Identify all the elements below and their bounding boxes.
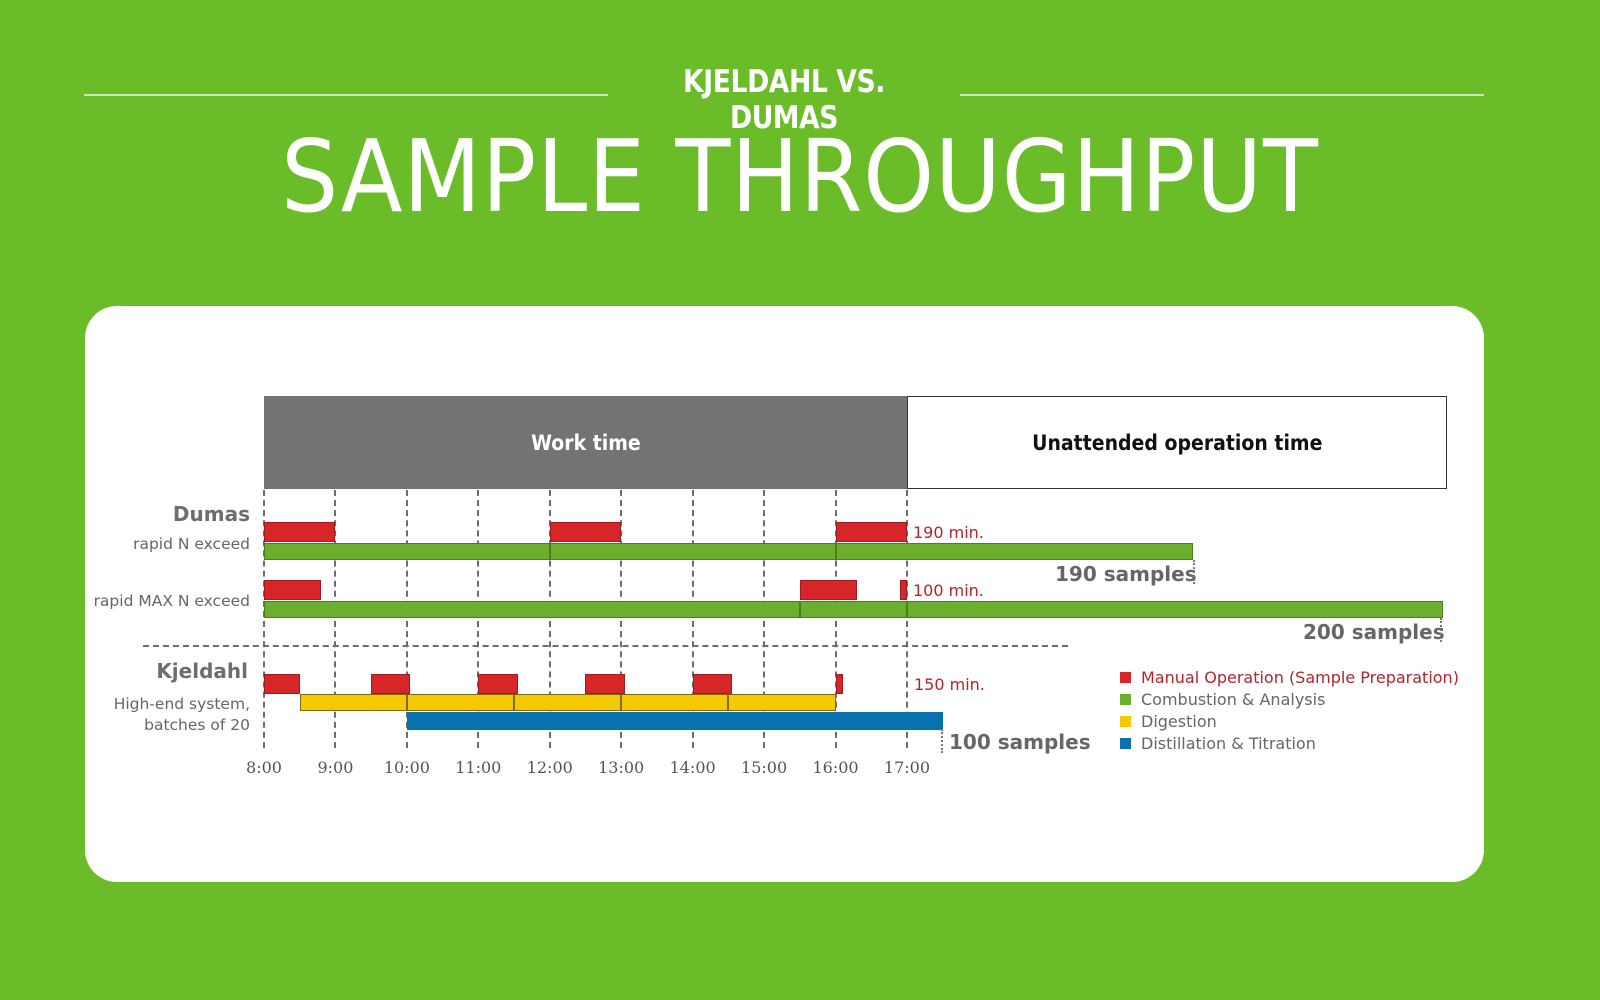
legend-item-combustion: Combustion & Analysis (1120, 688, 1459, 710)
subtitle: KJELDAHL VS. DUMAS (683, 64, 885, 136)
bar-blue (406, 712, 515, 730)
gridline (834, 490, 837, 748)
gridline (691, 490, 694, 748)
dumas-title: Dumas (172, 502, 250, 526)
gridline (334, 490, 337, 748)
bar-yellow (621, 694, 729, 711)
kjeldahl-title: Kjeldahl (156, 659, 248, 683)
bar-yellow (728, 694, 836, 711)
bar-green (835, 543, 1193, 560)
manual-swatch-icon (1120, 671, 1131, 683)
bar-green (264, 543, 550, 560)
kjeldahl-label-line1: High-end system, (113, 695, 250, 713)
bar-green (264, 601, 800, 618)
x-tick-label: 14:00 (669, 758, 716, 777)
x-tick-label: 10:00 (383, 758, 430, 777)
work-time-label: Work time (530, 430, 641, 455)
kjeldahl-label-line2: batches of 20 (144, 716, 250, 734)
bar-red (549, 522, 622, 542)
bar-blue (835, 712, 943, 730)
bar-red (264, 522, 336, 542)
bar-red (692, 674, 732, 694)
gridline (405, 490, 408, 748)
gridline (763, 490, 766, 748)
bar-green (799, 601, 907, 618)
group-separator (143, 645, 1068, 647)
kjeldahl-minutes: 150 min. (914, 675, 985, 694)
x-tick-label: 9:00 (317, 758, 354, 777)
gridline (548, 490, 551, 748)
legend-label: Digestion (1141, 711, 1217, 731)
rapid-max-label: rapid MAX N exceed (93, 592, 250, 610)
digestion-swatch-icon (1120, 715, 1131, 727)
bar-yellow (299, 694, 407, 711)
rapid-n-end-marker (1193, 560, 1195, 584)
x-tick-label: 13:00 (598, 758, 645, 777)
bar-green (549, 543, 836, 560)
kjeldahl-end-marker (941, 729, 943, 753)
bar-blue (728, 712, 836, 730)
legend-label: Distillation & Titration (1141, 733, 1316, 753)
bar-red (799, 580, 857, 600)
x-tick-label: 12:00 (526, 758, 573, 777)
legend-label: Combustion & Analysis (1141, 689, 1326, 709)
rapid-max-samples: 200 samples (1303, 620, 1445, 644)
subtitle-rule-left (84, 94, 608, 96)
x-tick-label: 16:00 (812, 758, 859, 777)
page-title: SAMPLE THROUGHPUT (281, 118, 1319, 235)
gridline (905, 490, 908, 748)
x-tick-label: 11:00 (455, 758, 502, 777)
bar-red (371, 674, 411, 694)
legend-item-digestion: Digestion (1120, 710, 1459, 732)
bar-red (264, 580, 322, 600)
distillation-swatch-icon (1120, 737, 1131, 749)
x-tick-label: 8:00 (246, 758, 282, 777)
rapid-n-minutes: 190 min. (913, 523, 984, 542)
rapid-max-minutes: 100 min. (913, 581, 984, 600)
unattended-time-band: Unattended operation time (907, 396, 1447, 489)
legend-item-manual: Manual Operation (Sample Preparation) (1120, 666, 1459, 688)
bar-green (906, 601, 1443, 618)
work-time-band: Work time (264, 396, 907, 489)
bar-yellow (406, 694, 515, 711)
bar-blue (514, 712, 622, 730)
gridline (263, 490, 265, 748)
subtitle-rule-right (960, 94, 1484, 96)
subtitle-row: KJELDAHL VS. DUMAS (84, 62, 1484, 136)
bar-red (264, 674, 300, 694)
rapid-max-end-marker (1440, 618, 1442, 642)
unattended-time-label: Unattended operation time (1031, 430, 1323, 455)
bar-red (835, 522, 907, 542)
x-tick-label: 17:00 (883, 758, 930, 777)
bar-yellow (514, 694, 622, 711)
bar-red (585, 674, 625, 694)
legend-item-distillation: Distillation & Titration (1120, 732, 1459, 754)
gridline (477, 490, 480, 748)
bar-red (835, 674, 843, 694)
legend: Manual Operation (Sample Preparation) Co… (1120, 666, 1459, 754)
x-tick-label: 15:00 (741, 758, 788, 777)
rapid-n-samples: 190 samples (1055, 562, 1197, 586)
bar-blue (621, 712, 729, 730)
legend-label: Manual Operation (Sample Preparation) (1141, 667, 1459, 687)
bar-red (478, 674, 518, 694)
bar-red (899, 580, 907, 600)
gridline (620, 490, 623, 748)
rapid-n-label: rapid N exceed (133, 535, 250, 553)
combustion-swatch-icon (1120, 693, 1131, 705)
kjeldahl-samples: 100 samples (949, 730, 1091, 754)
